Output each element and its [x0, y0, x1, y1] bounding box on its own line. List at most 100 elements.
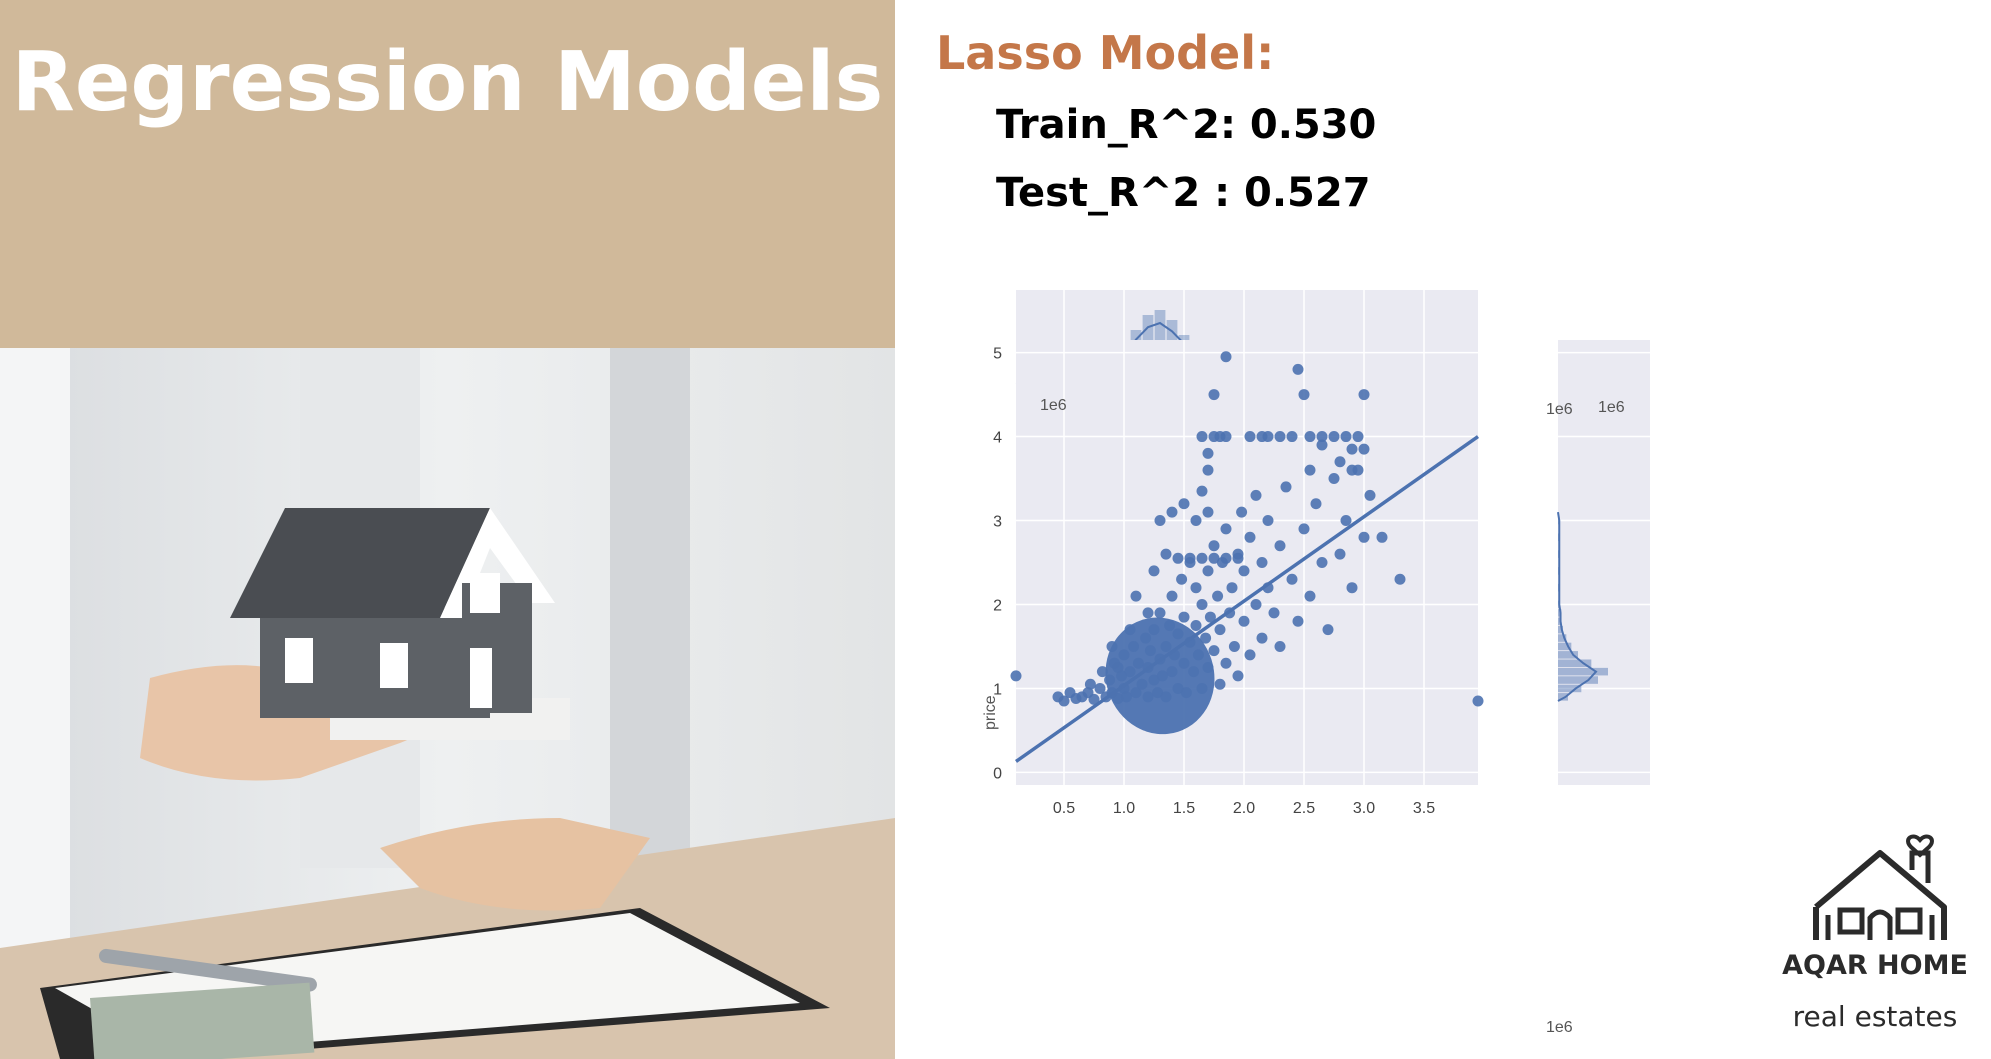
scatter-point	[1130, 687, 1142, 699]
scatter-point	[1280, 481, 1292, 493]
scatter-point	[1202, 661, 1214, 673]
x-offset-label: 1e6	[1546, 1019, 1573, 1036]
right-histogram-bar	[1558, 634, 1567, 642]
y-axis-label: price	[982, 695, 999, 730]
scatter-point	[1244, 649, 1256, 661]
scatter-point	[1220, 552, 1232, 564]
x-tick-label: 2.5	[1293, 800, 1315, 817]
scatter-point	[1128, 640, 1140, 652]
scatter-point	[1262, 515, 1274, 527]
scatter-point	[1166, 506, 1178, 518]
scatter-point	[1204, 611, 1216, 623]
scatter-point	[1220, 351, 1232, 363]
scatter-point	[1124, 624, 1136, 636]
scatter-point	[1120, 691, 1132, 703]
scatter-point	[1184, 552, 1196, 564]
scatter-point	[1310, 498, 1322, 510]
right-marginal-background	[1558, 340, 1650, 785]
scatter-point	[1286, 431, 1298, 443]
marginal-right-panel	[1557, 340, 1650, 785]
scatter-point	[1238, 565, 1250, 577]
scatter-point	[1250, 598, 1262, 610]
scatter-point	[1160, 548, 1172, 560]
y-tick-label: 0	[993, 765, 1002, 782]
scatter-point	[1238, 615, 1250, 627]
right-offset-label: 1e6	[1598, 399, 1625, 416]
scatter-point	[1166, 590, 1178, 602]
scatter-point	[1160, 691, 1172, 703]
scatter-point	[1202, 464, 1214, 476]
scatter-point	[1192, 649, 1204, 661]
top-offset-label-right: 1e6	[1546, 401, 1573, 418]
top-offset-label-left: 1e6	[1040, 397, 1067, 414]
scatter-point	[1196, 682, 1208, 694]
right-histogram-bar	[1558, 693, 1568, 701]
scatter-point	[1148, 565, 1160, 577]
scatter-point	[1116, 670, 1128, 682]
scatter-point	[1316, 439, 1328, 451]
right-histogram-bar	[1558, 642, 1572, 651]
scatter-point	[1130, 590, 1142, 602]
right-histogram-bar	[1558, 659, 1592, 668]
scatter-point	[1178, 611, 1190, 623]
scatter-point	[1212, 590, 1224, 602]
scatter-point	[1166, 666, 1178, 678]
house-with-heart-icon	[1813, 834, 1947, 940]
house-model-handover-photo	[0, 348, 895, 1059]
scatter-point	[1268, 607, 1280, 619]
brand-tagline: real estates	[1792, 1000, 1958, 1033]
scatter-point	[1058, 695, 1070, 707]
scatter-point	[1232, 552, 1244, 564]
scatter-point	[1088, 693, 1100, 705]
model-name: Lasso Model:	[936, 26, 1275, 80]
scatter-point	[1220, 657, 1232, 669]
scatter-point	[1172, 628, 1184, 640]
scatter-point	[1010, 670, 1022, 682]
x-tick-label: 3.0	[1353, 800, 1375, 817]
scatter-point	[1178, 498, 1190, 510]
scatter-point	[1358, 531, 1370, 543]
scatter-point	[1084, 678, 1096, 690]
scatter-point	[1208, 552, 1220, 564]
scatter-point	[1188, 666, 1200, 678]
scatter-point	[1164, 619, 1176, 631]
x-tick-label: 0.5	[1053, 800, 1075, 817]
scatter-point	[1226, 582, 1238, 594]
scatter-point	[1118, 649, 1130, 661]
right-histogram-bar	[1558, 676, 1598, 684]
right-histogram-bar	[1558, 625, 1563, 634]
scatter-point	[1244, 531, 1256, 543]
scatter-point	[1200, 632, 1212, 644]
y-tick-label: 5	[993, 346, 1002, 363]
right-histogram-bar	[1558, 667, 1608, 676]
scatter-point	[1190, 619, 1202, 631]
scatter-point	[1112, 661, 1124, 673]
scatter-point	[1236, 506, 1248, 518]
scatter-point	[1096, 666, 1108, 678]
scatter-point	[1094, 682, 1106, 694]
y-tick-label: 1	[993, 681, 1002, 698]
x-tick-label: 2.0	[1233, 800, 1255, 817]
right-histogram-bar	[1558, 651, 1578, 659]
scatter-point	[1256, 557, 1268, 568]
scatter-point	[1208, 645, 1220, 657]
page-title: Regression Models	[11, 35, 884, 130]
test-r2-metric: Test_R^2 : 0.527	[996, 170, 1371, 216]
scatter-point	[1328, 431, 1340, 443]
scatter-point	[1196, 598, 1208, 610]
scatter-point	[1322, 624, 1334, 636]
scatter-point	[1304, 464, 1316, 476]
scatter-point	[1274, 540, 1286, 552]
scatter-point	[1104, 674, 1116, 686]
scatter-point	[1208, 540, 1220, 552]
scatter-point	[1112, 693, 1124, 705]
scatter-point	[1228, 640, 1240, 652]
scatter-point	[1202, 447, 1214, 459]
scatter-point	[1124, 666, 1136, 678]
scatter-point	[1142, 607, 1154, 619]
scatter-point	[1376, 531, 1388, 543]
scatter-point	[1274, 431, 1286, 443]
brand-name: AQAR HOME	[1782, 950, 1968, 981]
main-plot-background	[1016, 340, 1478, 785]
